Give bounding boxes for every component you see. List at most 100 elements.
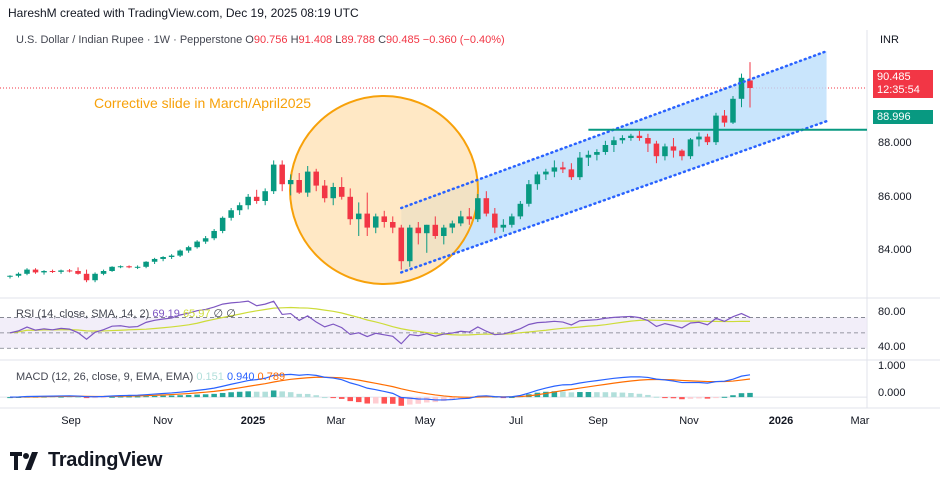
macd-histogram-bar — [551, 391, 558, 398]
macd-histogram-bar — [704, 397, 711, 399]
macd-histogram-bar — [441, 397, 447, 402]
candle-body — [560, 167, 566, 170]
macd-histogram-bar — [41, 396, 47, 398]
candle-body — [687, 139, 694, 157]
candle-body — [730, 98, 736, 123]
time-tick: Mar — [850, 415, 870, 427]
candle-body — [66, 270, 73, 272]
candle-body — [313, 171, 319, 186]
candle-body — [185, 247, 192, 251]
symbol-name: U.S. Dollar / Indian Rupee · 1W · Pepper… — [16, 34, 243, 46]
macd-histogram-bar — [721, 396, 728, 398]
macd-histogram-bar — [398, 397, 405, 406]
open-value: 90.756 — [253, 34, 288, 46]
tradingview-logo[interactable]: TradingView — [10, 449, 162, 472]
candle-body — [262, 191, 268, 201]
macd-histogram-bar — [713, 397, 719, 399]
candle-body — [432, 224, 439, 236]
macd-histogram-bar — [75, 396, 81, 398]
candle-body — [585, 154, 592, 158]
candle-body — [611, 140, 617, 145]
candle-body — [628, 135, 634, 138]
macd-histogram-bar — [109, 396, 115, 398]
macd-histogram-bar — [347, 397, 353, 402]
tv-logo-icon — [10, 451, 38, 470]
macd-histogram-bar — [611, 392, 617, 398]
candle-body — [219, 217, 226, 231]
candle-body — [168, 255, 175, 257]
channel-lower-line — [400, 119, 828, 274]
macd-histogram-bar — [534, 392, 541, 398]
level-price-tag: 88.996 — [873, 110, 933, 124]
macd-histogram-bar — [15, 396, 22, 398]
rsi-value: 69.19 — [152, 308, 180, 320]
candle-body — [347, 196, 353, 220]
candle-body — [211, 230, 217, 239]
candle-body — [126, 266, 132, 268]
price-tick: 84.000 — [878, 244, 912, 256]
annotation-circle — [289, 95, 479, 285]
time-tick: Nov — [679, 415, 699, 427]
candle-body — [415, 227, 422, 234]
candle-body — [500, 224, 507, 228]
macd-histogram-bar — [475, 396, 481, 398]
macd-histogram-bar — [321, 397, 328, 399]
rsi-legend[interactable]: RSI (14, close, SMA, 14, 2) 69.19 65.97 … — [16, 307, 236, 320]
macd-histogram-bar — [466, 397, 473, 399]
bar-countdown: 12:35:54 — [877, 84, 920, 96]
rsi-tick: 40.00 — [878, 341, 906, 353]
candle-body — [58, 270, 64, 272]
time-tick: May — [414, 415, 436, 427]
candle-body — [24, 269, 30, 274]
rsi-ma-value: 65.97 — [182, 308, 211, 320]
candle-body — [41, 271, 47, 273]
rsi-tick: 80.00 — [878, 306, 906, 318]
macd-histogram-bar — [679, 397, 685, 400]
macd-histogram-bar — [279, 391, 285, 398]
candle-body — [526, 184, 532, 204]
candle-body — [109, 266, 115, 271]
candle-body — [679, 150, 685, 157]
macd-histogram-bar — [32, 396, 39, 398]
macd-histogram-bar — [619, 392, 626, 398]
macd-histogram-bar — [160, 395, 166, 398]
candle-body — [151, 258, 158, 262]
candle-body — [713, 115, 719, 143]
candle-body — [236, 205, 243, 211]
macd-histogram-bar — [594, 392, 600, 398]
candle-body — [15, 273, 22, 276]
macd-label: MACD (12, 26, close, 9, EMA, EMA) — [16, 371, 194, 383]
macd-histogram-bar — [577, 392, 583, 398]
macd-histogram-bar — [585, 392, 592, 398]
candle-body — [398, 227, 405, 262]
currency-label[interactable]: INR — [880, 34, 899, 46]
macd-histogram-bar — [738, 393, 745, 398]
macd-tick: 0.000 — [878, 387, 906, 399]
macd-histogram-bar — [407, 397, 413, 405]
macd-histogram-bar — [415, 397, 422, 404]
candle-body — [364, 213, 371, 228]
macd-histogram-bar — [126, 396, 132, 398]
rsi-label: RSI (14, close, SMA, 14, 2) — [16, 308, 150, 320]
macd-legend[interactable]: MACD (12, 26, close, 9, EMA, EMA) 0.151 … — [16, 371, 285, 383]
macd-histogram-bar — [568, 392, 575, 398]
last-price-tag: 90.485 12:35:54 — [873, 70, 933, 98]
macd-histogram-bar — [83, 397, 90, 399]
candle-body — [492, 213, 498, 228]
macd-histogram-bar — [747, 392, 753, 398]
low-value: 89.788 — [341, 34, 376, 46]
low-label: L — [335, 34, 342, 46]
macd-histogram-bar — [49, 396, 56, 398]
macd-histogram-bar — [662, 397, 668, 399]
symbol-legend[interactable]: U.S. Dollar / Indian Rupee · 1W · Pepper… — [16, 34, 505, 46]
macd-histogram-bar — [236, 391, 243, 398]
time-tick: Jul — [508, 415, 524, 427]
last-price-value: 90.485 — [877, 71, 911, 83]
macd-histogram-bar — [492, 396, 498, 398]
candle-body — [653, 143, 660, 157]
macd-histogram-bar — [696, 397, 702, 399]
macd-histogram-bar — [687, 397, 694, 399]
chart-annotation[interactable]: Corrective slide in March/April2025 — [94, 95, 312, 111]
candle-body — [509, 216, 515, 225]
